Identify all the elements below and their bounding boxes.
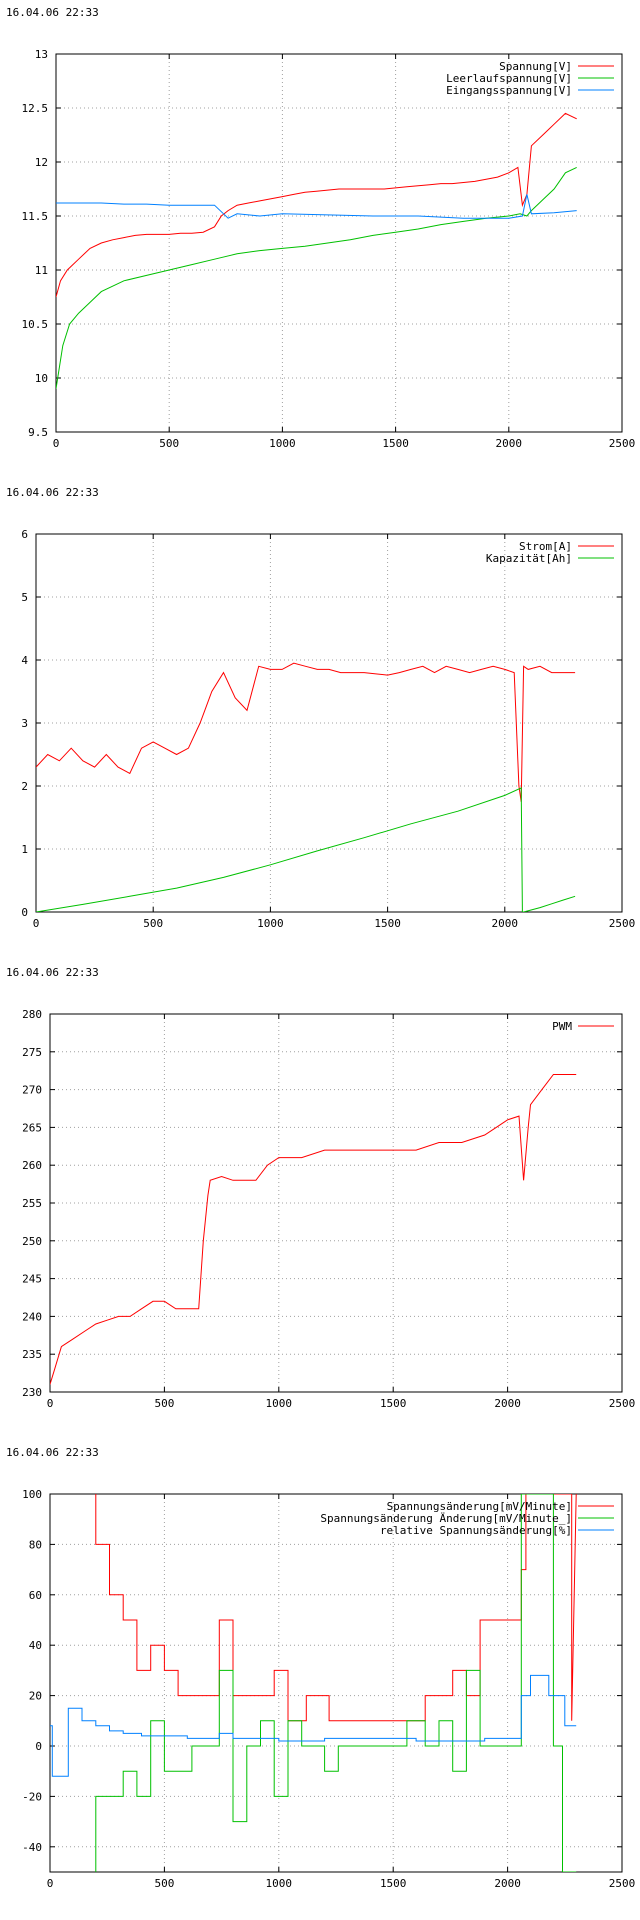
x-tick-label: 500 [159, 437, 179, 450]
y-tick-label: 235 [22, 1348, 42, 1361]
legend-label: PWM [552, 1020, 572, 1033]
x-tick-label: 2000 [494, 1397, 521, 1410]
legend-label: Leerlaufspannung[V] [446, 72, 572, 85]
x-tick-label: 1500 [380, 1397, 407, 1410]
timestamp: 16.04.06 22:33 [6, 966, 99, 979]
series-line-1 [95, 1494, 577, 1722]
change-panel: 16.04.06 22:33 0 500 1000 1500 2000 2500 -40 -2… [0, 1440, 640, 1920]
x-tick-label: 1000 [266, 1877, 293, 1890]
series-line-1 [56, 112, 577, 298]
current-panel: 16.04.06 22:33 0 500 1000 1500 2000 2500 0 1 2 3 4… [0, 480, 640, 960]
series-line-2 [56, 166, 577, 389]
y-tick-label: 280 [22, 1008, 42, 1021]
y-tick-label: 260 [22, 1159, 42, 1172]
legend-label: Strom[A] [519, 540, 572, 553]
y-tick-label: -20 [22, 1790, 42, 1803]
x-tick-label: 1000 [257, 917, 284, 930]
x-tick-label: 500 [143, 917, 163, 930]
y-tick-label: 230 [22, 1386, 42, 1399]
y-tick-label: 6 [21, 528, 28, 541]
x-tick-label: 500 [154, 1397, 174, 1410]
legend-label: Spannungsänderung[mV/Minute] [387, 1500, 572, 1513]
voltage-chart: 0 500 1000 1500 2000 2500 9.5 10 10.5 11 11.5 12 12.… [22, 48, 636, 450]
y-tick-label: 245 [22, 1273, 42, 1286]
pwm-panel: 16.04.06 22:33 0 500 1000 1500 2000 2500 230 23… [0, 960, 640, 1440]
legend-label: relative Spannungsänderung[%] [380, 1524, 572, 1537]
x-tick-label: 0 [33, 917, 40, 930]
legend-label: Eingangsspannung[V] [446, 84, 572, 97]
series-line-3 [56, 194, 577, 219]
x-tick-label: 0 [53, 437, 60, 450]
x-tick-label: 1000 [266, 1397, 293, 1410]
grid [50, 1494, 622, 1872]
change-chart: 0 500 1000 1500 2000 2500 -40 -20 0 20 40 60 80 100 Sp… [22, 1488, 636, 1890]
x-tick-label: 2500 [609, 1397, 636, 1410]
y-tick-label: 250 [22, 1235, 42, 1248]
x-tick-label: 2000 [494, 1877, 521, 1890]
y-tick-label: 80 [29, 1538, 42, 1551]
y-tick-label: 0 [35, 1740, 42, 1753]
y-tick-label: 11 [35, 264, 48, 277]
y-tick-label: 255 [22, 1197, 42, 1210]
timestamp: 16.04.06 22:33 [6, 6, 99, 19]
y-tick-label: 4 [21, 654, 28, 667]
y-tick-label: 2 [21, 780, 28, 793]
timestamp: 16.04.06 22:33 [6, 1446, 99, 1459]
pwm-chart: 0 500 1000 1500 2000 2500 230 235 240 245 250 255 26… [22, 1008, 636, 1410]
plot-frame [49, 1493, 623, 1873]
x-tick-label: 1000 [269, 437, 296, 450]
y-tick-label: 270 [22, 1084, 42, 1097]
y-tick-label: 0 [21, 906, 28, 919]
y-tick-label: 12.5 [22, 102, 49, 115]
y-tick-label: 10.5 [22, 318, 49, 331]
x-tick-label: 500 [154, 1877, 174, 1890]
timestamp: 16.04.06 22:33 [6, 486, 99, 499]
plot-frame [55, 53, 623, 433]
y-tick-label: 20 [29, 1690, 42, 1703]
series-line-3 [50, 1674, 577, 1777]
x-tick-label: 2500 [609, 437, 636, 450]
x-tick-label: 1500 [382, 437, 409, 450]
plot-frame [49, 1013, 623, 1393]
series-line-1 [50, 1074, 577, 1385]
x-tick-label: 1500 [374, 917, 401, 930]
legend-label: Spannung[V] [499, 60, 572, 73]
series-line-1 [36, 662, 576, 802]
series-line-2 [36, 787, 576, 912]
x-tick-label: 2500 [609, 917, 636, 930]
x-tick-label: 2000 [496, 437, 523, 450]
series-line-2 [95, 1494, 577, 1872]
y-tick-label: 9.5 [28, 426, 48, 439]
x-tick-label: 1500 [380, 1877, 407, 1890]
current-chart: 0 500 1000 1500 2000 2500 0 1 2 3 4 5 6 Strom[A]Kapaz… [21, 528, 636, 930]
y-tick-label: 265 [22, 1121, 42, 1134]
y-tick-label: 5 [21, 591, 28, 604]
y-tick-label: 3 [21, 717, 28, 730]
grid [50, 1014, 622, 1392]
x-tick-label: 0 [47, 1877, 54, 1890]
plot-frame [35, 533, 623, 913]
y-tick-label: 10 [35, 372, 48, 385]
y-tick-label: 60 [29, 1589, 42, 1602]
x-tick-label: 0 [47, 1397, 54, 1410]
y-tick-label: 12 [35, 156, 48, 169]
grid [56, 54, 622, 432]
y-tick-label: 40 [29, 1639, 42, 1652]
x-tick-label: 2500 [609, 1877, 636, 1890]
y-tick-label: -40 [22, 1841, 42, 1854]
x-tick-label: 2000 [492, 917, 519, 930]
y-tick-label: 240 [22, 1310, 42, 1323]
legend-label: Spannungsänderung Änderung[mV/Minute_] [320, 1512, 572, 1525]
grid [36, 534, 622, 912]
y-tick-label: 275 [22, 1046, 42, 1059]
y-tick-label: 1 [21, 843, 28, 856]
y-tick-label: 100 [22, 1488, 42, 1501]
legend-label: Kapazität[Ah] [486, 552, 572, 565]
voltage-panel: 16.04.06 22:33 0 500 1000 1500 2000 2500 9.5 10… [0, 0, 640, 480]
y-tick-label: 13 [35, 48, 48, 61]
y-tick-label: 11.5 [22, 210, 49, 223]
